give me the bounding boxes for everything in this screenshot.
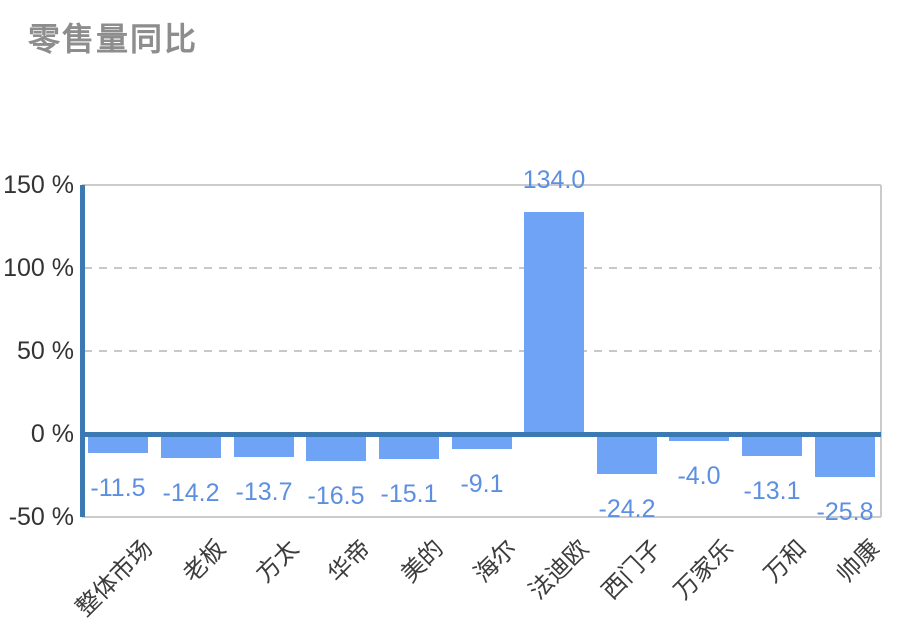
plot-border-top bbox=[82, 184, 881, 186]
x-axis-label-万家乐: 万家乐 bbox=[669, 534, 740, 605]
x-axis-label-帅康: 帅康 bbox=[832, 534, 886, 588]
x-axis-label-整体市场: 整体市场 bbox=[71, 534, 159, 622]
gridline-50pct bbox=[84, 350, 881, 352]
x-axis-label-老板: 老板 bbox=[178, 534, 232, 588]
x-axis-label-方太: 方太 bbox=[251, 534, 305, 588]
gridline-100pct bbox=[84, 267, 881, 269]
bar-西门子 bbox=[597, 434, 657, 474]
plot-border-bottom bbox=[82, 516, 881, 518]
bar-美的 bbox=[379, 434, 439, 459]
bar-value-label: -13.1 bbox=[743, 477, 801, 505]
y-axis-line bbox=[80, 185, 85, 517]
bar-value-label: -13.7 bbox=[235, 478, 293, 506]
y-axis-tick-label: 100 % bbox=[3, 254, 74, 282]
bar-value-label: -24.2 bbox=[598, 495, 656, 523]
bar-万家乐 bbox=[669, 434, 729, 441]
bar-value-label: -9.1 bbox=[460, 470, 504, 498]
bar-value-label: -14.2 bbox=[162, 479, 220, 507]
bar-万和 bbox=[742, 434, 802, 456]
bar-value-label: -15.1 bbox=[380, 480, 438, 508]
bar-value-label: -16.5 bbox=[307, 482, 365, 510]
y-axis-tick-label: 50 % bbox=[17, 337, 74, 365]
bar-value-label: 134.0 bbox=[522, 166, 586, 194]
x-axis-zero-line bbox=[80, 432, 881, 437]
x-axis-label-华帝: 华帝 bbox=[323, 534, 377, 588]
y-axis-tick-label: 150 % bbox=[3, 171, 74, 199]
bar-value-label: -25.8 bbox=[816, 498, 874, 526]
x-axis-label-西门子: 西门子 bbox=[597, 534, 668, 605]
bar-value-label: -4.0 bbox=[677, 462, 721, 490]
x-axis-label-美的: 美的 bbox=[396, 534, 450, 588]
bar-帅康 bbox=[815, 434, 875, 477]
bar-华帝 bbox=[306, 434, 366, 461]
bar-海尔 bbox=[452, 434, 512, 449]
bar-老板 bbox=[161, 434, 221, 458]
x-axis-label-海尔: 海尔 bbox=[469, 534, 523, 588]
x-axis-label-万和: 万和 bbox=[759, 534, 813, 588]
bar-整体市场 bbox=[88, 434, 148, 453]
plot-border-right bbox=[880, 185, 882, 517]
chart-title: 零售量同比 bbox=[28, 21, 199, 57]
bar-方太 bbox=[234, 434, 294, 457]
y-axis-tick-label: 0 % bbox=[30, 420, 74, 448]
y-axis-tick-label: -50 % bbox=[8, 503, 74, 531]
x-axis-label-法迪欧: 法迪欧 bbox=[524, 534, 595, 605]
bar-value-label: -11.5 bbox=[90, 474, 146, 502]
bar-法迪欧 bbox=[524, 212, 584, 434]
